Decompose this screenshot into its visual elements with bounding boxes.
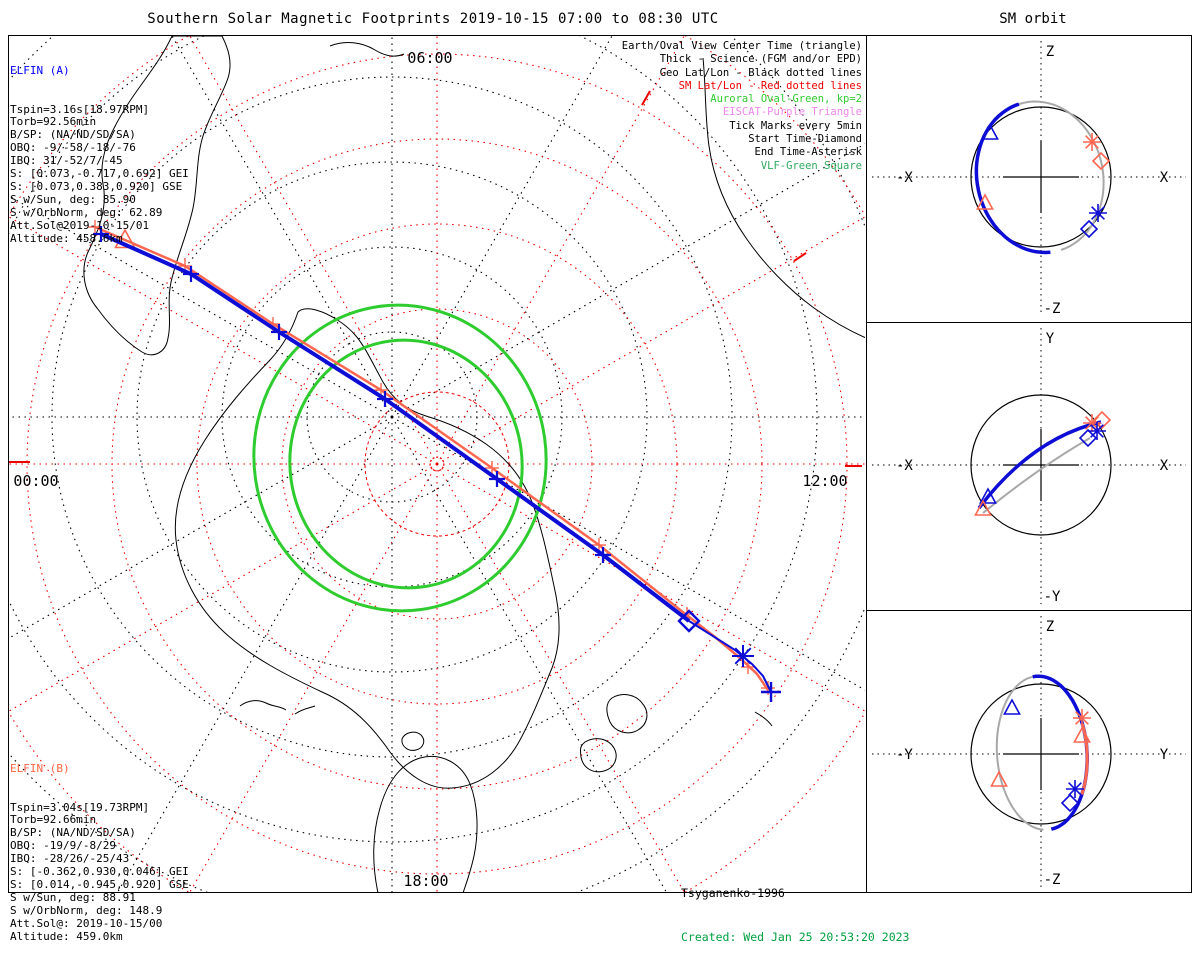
info-line: OBQ: -9/-58/-18/-76 (10, 141, 136, 155)
orbit-arc (1080, 723, 1089, 795)
elfin-b-info-block: ELFIN (B) Tspin=3.04s[19.73RPM] Torb=92.6… (10, 737, 189, 956)
frame (8, 35, 1192, 893)
axis-label: -Y (1044, 589, 1061, 605)
info-line: S: [0.073,-0.717,0.692] GEI (10, 167, 189, 181)
info-line: Altitude: 459.0km (10, 929, 123, 943)
info-line: OBQ: -19/9/-8/29 (10, 839, 116, 853)
info-line: S: [0.014,-0.945,0.920] GSE (10, 877, 189, 891)
info-line: S w/OrbNorm, deg: 62.89 (10, 205, 163, 219)
elfin-b-track (88, 220, 775, 695)
start-diamond-marker (677, 609, 701, 633)
legend-line: Geo Lat/Lon - Black dotted lines (659, 66, 862, 79)
legend-line: Earth/Oval View Center Time (triangle) (621, 40, 862, 52)
axis-label: Z (1046, 44, 1054, 60)
elfin-a-info-block: ELFIN (A) Tspin=3.16s[18.97RPM] Torb=92.5… (10, 39, 189, 258)
axis-label: Y (1046, 331, 1055, 347)
info-line: S w/Sun, deg: 85.90 (10, 192, 136, 206)
credits-model: Tsyganenko-1996 (681, 886, 785, 900)
mlt-label: 00:00 (13, 472, 58, 490)
legend-line: Auroral Oval-Green, kp=2 (710, 93, 862, 106)
axis-label: -X (896, 458, 913, 474)
orbit-arc (995, 675, 1044, 831)
axis-label: Y (1160, 747, 1169, 763)
legend-line: Thick - Science (FGM and/or EPD) (659, 53, 862, 66)
axis-label: X (1160, 170, 1169, 186)
elfin-a-header: ELFIN (A) (10, 63, 70, 77)
legend-line: End Time-Asterisk (754, 146, 862, 159)
elfin-a-lines: Tspin=3.16s[18.97RPM] Torb=92.56min B/SP: … (10, 102, 189, 246)
track-markers (677, 609, 781, 702)
credits-block: Tsyganenko-1996 Created: Wed Jan 25 20:5… (681, 857, 909, 959)
mlt-label: 06:00 (407, 49, 452, 67)
elfin-a-track (93, 226, 772, 693)
mlt-label: 12:00 (802, 472, 847, 490)
legend-line: EISCAT-Purple Triangle (722, 106, 862, 119)
info-line: Tspin=3.16s[18.97RPM] (10, 102, 150, 116)
elfin-b-header: ELFIN (B) (10, 761, 70, 775)
axis-label: -X (896, 170, 913, 186)
info-line: Altitude: 458.6km (10, 231, 123, 245)
sm-orbit-panel-1: Z -Z -X X (872, 41, 1186, 317)
axis-label: -Z (1044, 872, 1061, 888)
sm-orbit-title: SM orbit (999, 11, 1067, 27)
info-line: B/SP: (NA/ND/SD/SA) (10, 826, 136, 840)
orbit-plot-svg: 06:00 00:00 12:00 18:00 Z -Z -X X Y -Y -X X Z -Z -Y Y (8, 35, 1192, 893)
info-line: Torb=92.66min (10, 813, 97, 827)
mlt-labels: 06:00 00:00 12:00 18:00 (13, 49, 847, 890)
page-title: Southern Solar Magnetic Footprints 2019-… (147, 11, 719, 27)
axis-label: X (1160, 458, 1169, 474)
legend-line: Start Time-Diamond (748, 133, 862, 146)
info-line: Torb=92.56min (10, 115, 97, 129)
axis-label: -Y (896, 747, 913, 763)
geo-grid (9, 36, 865, 892)
orbit-arc (974, 102, 1051, 255)
info-line: S: [-0.362,0.930,0.046] GEI (10, 865, 189, 879)
legend-line: Tick Marks every 5min (729, 119, 862, 132)
sm-orbit-panel-3: Z -Z -Y Y (872, 616, 1186, 888)
auroral-ovals (252, 303, 548, 613)
legend-line: SM Lat/Lon - Red dotted lines (678, 79, 862, 92)
sm-orbit-panel-2: Y -Y -X X (872, 328, 1186, 605)
info-line: IBQ: 31/-52/7/-45 (10, 154, 123, 168)
end-asterisk-marker (732, 645, 754, 667)
map-legend: Earth/Oval View Center Time (triangle) Th… (420, 40, 862, 173)
info-line: Tspin=3.04s[19.73RPM] (10, 800, 150, 814)
elfin-b-lines: Tspin=3.04s[19.73RPM] Torb=92.66min B/SP: … (10, 800, 189, 944)
info-line: S w/OrbNorm, deg: 148.9 (10, 903, 163, 917)
credits-created: Created: Wed Jan 25 20:53:20 2023 (681, 929, 910, 944)
orbit-arc (1018, 100, 1105, 251)
axis-label: -Z (1044, 301, 1061, 317)
orbit-arc (977, 420, 1102, 510)
info-line: B/SP: (NA/ND/SD/SA) (10, 128, 136, 142)
info-line: S w/Sun, deg: 88.91 (10, 890, 136, 904)
legend-line: VLF-Green Square (760, 159, 862, 172)
info-line: Att.Sol@: 2019-10-15/00 (10, 916, 163, 930)
plot-page: { "title": "Southern Solar Magnetic Foot… (8, 11, 1192, 944)
axis-label: Z (1046, 619, 1054, 635)
info-line: IBQ: -28/26/-25/43 (10, 852, 130, 866)
info-line: S: [0.073,0.383,0.920] GSE (10, 179, 183, 193)
mlt-label: 18:00 (403, 872, 448, 890)
info-line: Att.Sol@2019-10-15/01 (10, 218, 150, 232)
